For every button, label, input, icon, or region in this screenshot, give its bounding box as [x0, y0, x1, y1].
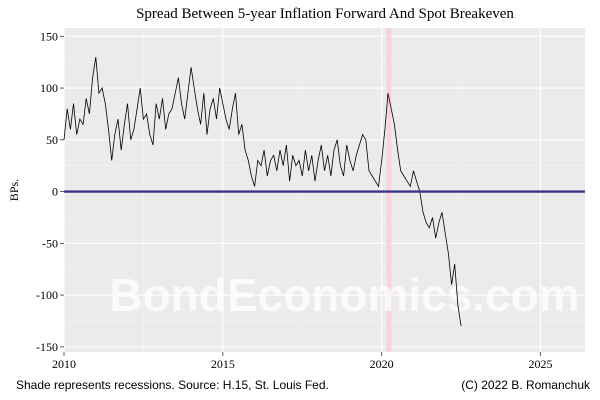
y-axis-label: BPs.: [7, 179, 21, 201]
chart-title: Spread Between 5-year Inflation Forward …: [136, 6, 514, 22]
footer-copyright: (C) 2022 B. Romanchuk: [461, 378, 591, 392]
y-tick-label: -150: [36, 340, 58, 354]
x-tick-label: 2015: [211, 357, 235, 371]
x-axis: 2010 2015 2020 2025: [52, 352, 553, 371]
x-tick-label: 2025: [529, 357, 553, 371]
y-axis: 150 100 50 0 -50 -100 -150: [36, 29, 64, 354]
recession-shade: [386, 28, 392, 352]
footer-source: Shade represents recessions. Source: H.1…: [16, 378, 329, 392]
y-tick-label: 0: [52, 185, 58, 199]
watermark: BondEconomics.com: [109, 269, 579, 321]
y-tick-label: 50: [46, 133, 58, 147]
series-line: [63, 56, 462, 327]
y-tick-label: -50: [42, 236, 58, 250]
y-tick-label: 150: [40, 29, 58, 43]
y-tick-label: 100: [40, 81, 58, 95]
x-tick-label: 2010: [52, 357, 76, 371]
y-tick-label: -100: [36, 288, 58, 302]
plot-panel: [64, 28, 585, 352]
grid-minor: [64, 28, 585, 352]
grid-major: [63, 28, 585, 352]
x-tick-label: 2020: [370, 357, 394, 371]
